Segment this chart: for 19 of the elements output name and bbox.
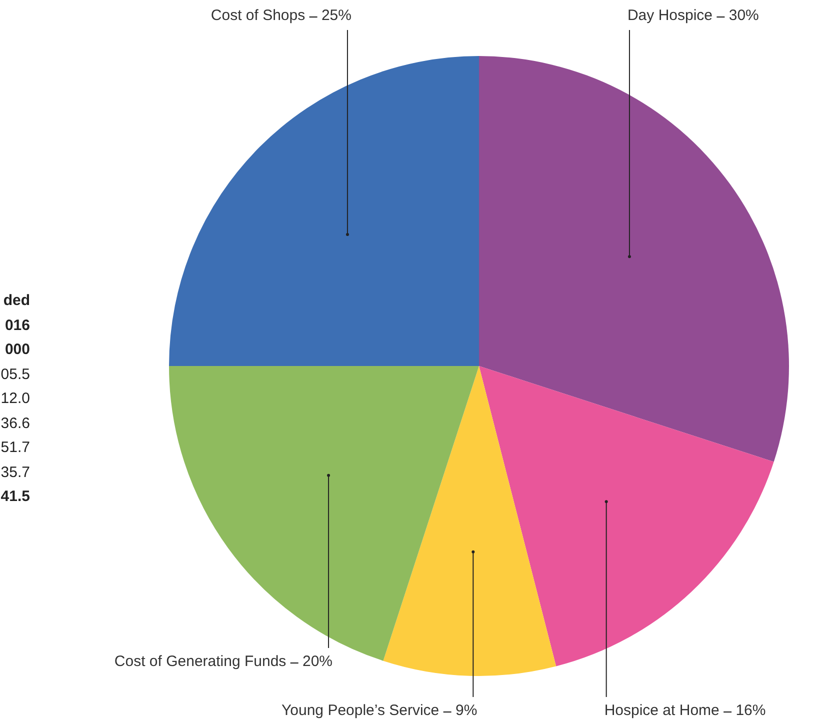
slice-label: Cost of Shops — [210, 7, 306, 24]
text: 41.5 — [0, 487, 30, 507]
text: 36.6 — [0, 414, 30, 434]
data-label: 16% — [736, 702, 766, 720]
text: 05.5 — [0, 364, 30, 384]
slice-label: Cost of Generating Funds — [114, 653, 286, 670]
slice-label: Hospice at Home — [604, 702, 720, 720]
text: 51.7 — [0, 438, 30, 458]
data-label: 9% — [455, 702, 478, 720]
slice-label: Day Hospice — [627, 7, 713, 24]
text: 35.7 — [0, 462, 30, 482]
text: 12.0 — [0, 389, 30, 409]
text: ded — [2, 291, 30, 311]
data-label: 30% — [728, 7, 759, 24]
slice-label: Young People’s Service — [282, 702, 440, 720]
data-label: 20% — [302, 653, 333, 670]
text: 016 — [4, 316, 30, 336]
data-label: 25% — [321, 7, 352, 24]
text: 000 — [4, 340, 30, 360]
